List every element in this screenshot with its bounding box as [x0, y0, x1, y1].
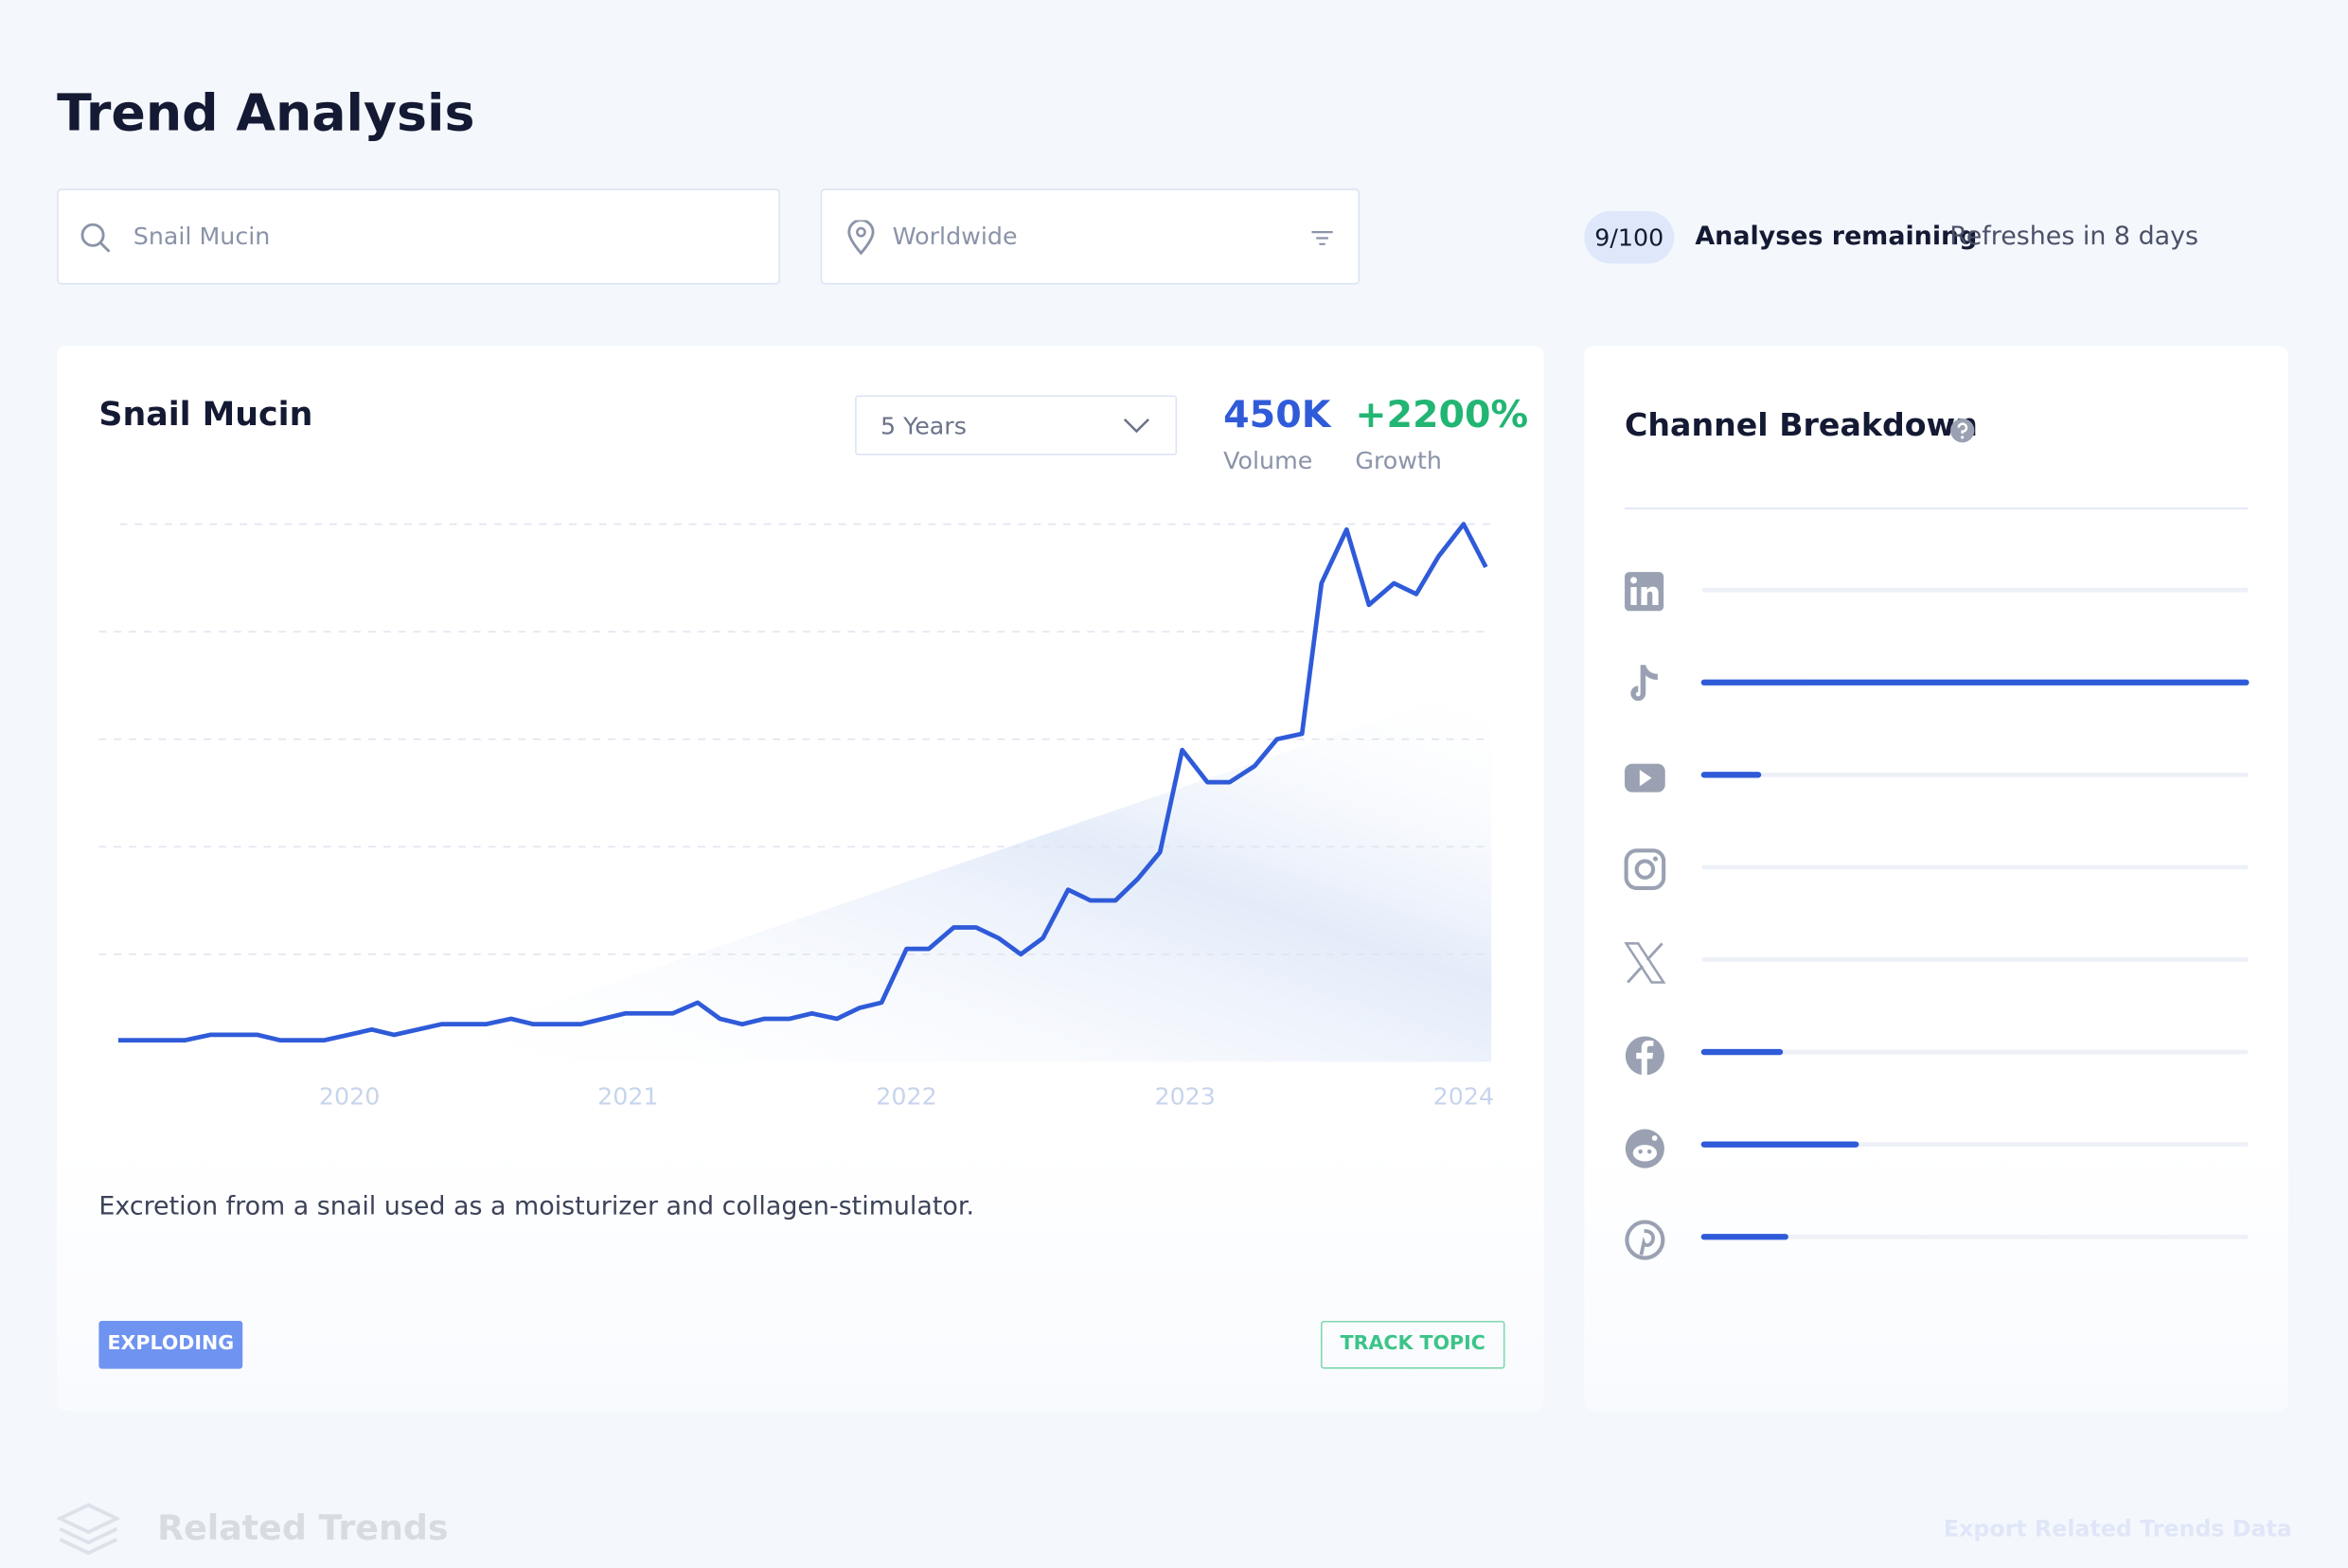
x-tick-label: 2023 — [1154, 1082, 1215, 1110]
divider — [1625, 508, 2248, 509]
filter-icon — [1311, 231, 1333, 245]
location-text: Worldwide — [892, 222, 1018, 251]
export-link[interactable]: Export Related Trends Data — [1943, 1515, 2292, 1543]
tiktok-icon — [1630, 665, 1658, 702]
chevron — [1123, 418, 1149, 434]
status-badge: EXPLODING — [98, 1320, 243, 1369]
quota-label: Analyses remaining — [1695, 222, 1978, 252]
search-box[interactable]: Snail Mucin — [57, 188, 781, 285]
x-tick-label: 2021 — [597, 1082, 658, 1110]
range-text: 5 Years — [880, 411, 967, 440]
page-title: Trend Analysis — [57, 83, 475, 144]
search-query: Snail Mucin — [133, 222, 271, 251]
volume-label: Volume — [1223, 446, 1313, 475]
instagram-icon — [1624, 848, 1666, 890]
help-icon[interactable] — [1949, 418, 1975, 443]
x-tick-label: 2024 — [1433, 1082, 1494, 1110]
quota-refresh: Refreshes in 8 days — [1949, 222, 2199, 252]
x-tick-label: 2022 — [876, 1082, 936, 1110]
channel-icons — [1624, 572, 1666, 1260]
range-select[interactable]: 5 Years — [855, 395, 1178, 455]
card-title: Snail Mucin — [98, 397, 313, 435]
description: Excretion from a snail used as a moistur… — [98, 1191, 975, 1222]
growth-label: Growth — [1355, 446, 1442, 475]
location-icon — [847, 220, 875, 256]
related-title: Related Trends — [157, 1509, 449, 1549]
related-icon — [57, 1503, 120, 1556]
search-icon — [80, 223, 111, 253]
channel-title: Channel Breakdown — [1625, 407, 1978, 444]
track-button[interactable]: TRACK TOPIC — [1320, 1320, 1505, 1369]
quota-count: 9/100 — [1584, 211, 1675, 264]
channel-card — [1584, 346, 2288, 1411]
trend-line — [117, 522, 1488, 1042]
x-icon — [1624, 942, 1666, 984]
growth-value: +2200% — [1355, 392, 1529, 437]
volume-value: 450K — [1223, 392, 1331, 437]
x-tick-label: 2020 — [319, 1082, 380, 1110]
location-select[interactable]: Worldwide — [820, 188, 1361, 285]
pinterest-icon — [1625, 1220, 1665, 1260]
